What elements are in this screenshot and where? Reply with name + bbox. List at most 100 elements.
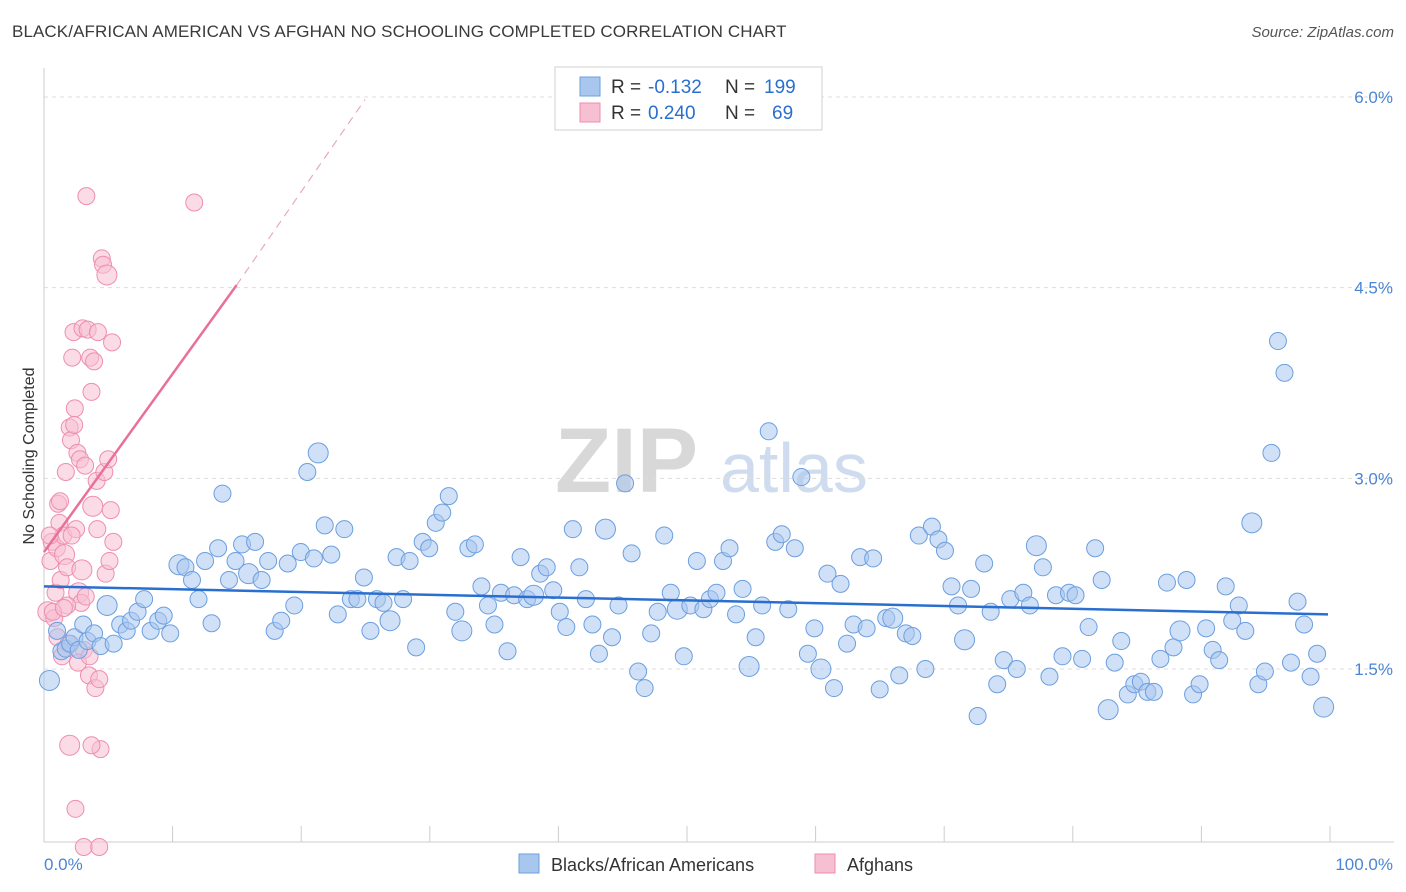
blacks-point-82 [557, 618, 576, 637]
blacks-point-81 [550, 602, 569, 621]
blacks-point-165 [1097, 699, 1119, 721]
blacks-point-96 [648, 602, 667, 621]
afghans-point-19 [65, 399, 84, 418]
blacks-point-183 [1216, 577, 1235, 596]
afghans-point-32 [82, 382, 101, 401]
afghans-point-53 [90, 837, 109, 856]
blacks-point-97 [655, 526, 674, 545]
legend-label-blacks: Blacks/African Americans [551, 855, 754, 875]
blacks-point-193 [1282, 653, 1301, 672]
blacks-point-135 [903, 626, 922, 645]
blacks-point-17 [135, 590, 154, 609]
blacks-point-0 [38, 669, 60, 691]
blacks-point-196 [1301, 667, 1320, 686]
x-tick-label-max: 100.0% [1335, 855, 1393, 874]
blacks-point-25 [189, 590, 208, 609]
legend-swatch-afghans [814, 853, 836, 874]
blacks-point-36 [259, 551, 278, 570]
blacks-point-177 [1177, 571, 1196, 590]
blacks-point-133 [890, 666, 909, 685]
blacks-point-118 [792, 468, 811, 487]
blacks-point-198 [1313, 696, 1335, 718]
blacks-point-93 [629, 662, 648, 681]
blacks-point-129 [864, 549, 883, 568]
stats-r-value-pink: 0.240 [648, 103, 696, 124]
x-tick-label-min: 0.0% [44, 855, 83, 874]
afghans-point-27 [76, 456, 95, 475]
blacks-point-39 [278, 554, 297, 573]
blacks-point-195 [1295, 615, 1314, 634]
blacks-point-119 [798, 644, 817, 663]
blacks-point-125 [838, 634, 857, 653]
blacks-point-27 [202, 614, 221, 633]
afghans-point-61 [76, 587, 95, 606]
y-tick-label-1: 3.0% [1354, 469, 1393, 488]
blacks-point-29 [213, 484, 232, 503]
blacks-point-73 [498, 642, 517, 661]
blacks-point-46 [322, 545, 341, 564]
blacks-point-86 [583, 615, 602, 634]
blacks-point-34 [246, 532, 265, 551]
y-tick-label-2: 4.5% [1354, 279, 1393, 298]
blacks-point-117 [785, 539, 804, 558]
blacks-point-153 [1020, 596, 1039, 615]
blacks-point-189 [1255, 662, 1274, 681]
blacks-point-122 [818, 564, 837, 583]
afghans-point-50 [66, 799, 85, 818]
blacks-point-116 [779, 600, 798, 619]
blacks-point-84 [570, 558, 589, 577]
blacks-point-112 [753, 596, 772, 615]
blacks-point-187 [1241, 512, 1263, 534]
blacks-point-90 [609, 596, 628, 615]
afghans-point-12 [56, 462, 75, 481]
afghans-point-45 [99, 450, 118, 469]
blacks-point-186 [1236, 621, 1255, 640]
blacks-point-179 [1190, 675, 1209, 694]
blacks-point-182 [1210, 651, 1229, 670]
x-axis-ticks [43, 826, 1331, 842]
blacks-point-197 [1308, 644, 1327, 663]
blacks-point-151 [1007, 660, 1026, 678]
blacks-point-180 [1197, 619, 1216, 638]
watermark-atlas: atlas [720, 429, 868, 507]
blacks-point-107 [720, 539, 739, 558]
stats-n-label-blue: N = [725, 77, 755, 98]
blacks-point-120 [805, 619, 824, 638]
blacks-point-109 [733, 579, 752, 598]
afghans-trend-extension [236, 99, 366, 286]
legend-swatch-blacks [518, 853, 540, 874]
blacks-point-130 [870, 680, 889, 699]
blacks-point-70 [478, 596, 497, 615]
stats-legend: R = -0.132 N = 199 R = 0.240 N = 69 [554, 66, 823, 131]
blacks-point-143 [954, 629, 976, 651]
stats-n-value-blue: 199 [764, 77, 796, 98]
blacks-point-158 [1053, 647, 1072, 666]
blacks-point-40 [285, 596, 304, 615]
blacks-point-95 [642, 624, 661, 643]
afghans-point-54 [185, 193, 204, 212]
blacks-point-148 [988, 675, 1007, 694]
blacks-point-44 [307, 442, 329, 464]
afghans-point-51 [74, 837, 93, 856]
blacks-point-115 [772, 525, 791, 544]
stats-swatch-pink [579, 102, 601, 123]
blacks-point-69 [472, 577, 491, 596]
blacks-point-110 [738, 655, 760, 677]
watermark-zip: ZIP [555, 410, 698, 512]
blacks-point-191 [1268, 332, 1287, 351]
afghans-point-44 [96, 264, 118, 286]
blacks-point-83 [563, 520, 582, 539]
blacks-point-50 [348, 590, 367, 609]
y-tick-labels: 1.5% 3.0% 4.5% 6.0% [1354, 88, 1393, 679]
blacks-point-24 [182, 571, 201, 590]
blacks-point-108 [727, 605, 746, 624]
stats-n-label-pink: N = [725, 103, 755, 124]
afghans-point-28 [77, 187, 96, 206]
blacks-point-89 [603, 628, 622, 647]
blacks-point-52 [361, 621, 380, 640]
stats-swatch-blue [579, 76, 601, 97]
blacks-point-167 [1112, 632, 1131, 651]
afghans-point-64 [54, 598, 73, 617]
